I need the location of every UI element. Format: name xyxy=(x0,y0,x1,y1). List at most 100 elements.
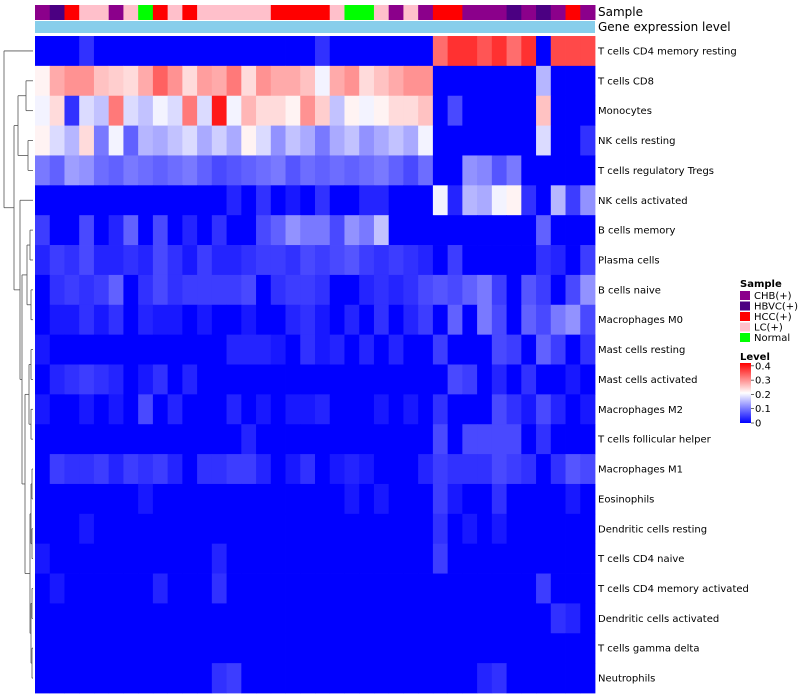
heatmap-cell xyxy=(580,36,596,67)
row-label: B cells memory xyxy=(598,226,675,237)
heatmap-cell xyxy=(300,663,316,694)
heatmap-cell xyxy=(167,543,183,574)
heatmap-cell xyxy=(344,215,360,246)
heatmap-cell xyxy=(403,364,419,395)
heatmap-cell xyxy=(506,155,522,186)
heatmap-cell xyxy=(270,394,286,425)
heatmap-cell xyxy=(49,603,65,634)
sample-annotation-cell xyxy=(285,5,301,20)
heatmap-cell xyxy=(123,364,139,395)
heatmap-cell xyxy=(462,663,478,694)
heatmap-cell xyxy=(152,185,169,216)
heatmap-cell xyxy=(241,454,257,485)
heatmap-cell xyxy=(211,95,227,126)
heatmap-cell xyxy=(418,483,434,515)
heatmap-cell xyxy=(565,573,581,604)
heatmap-cell xyxy=(447,274,463,306)
heatmap-cell xyxy=(462,454,478,485)
heatmap-cell xyxy=(550,304,566,336)
heatmap-cell xyxy=(35,454,51,485)
heatmap-cell xyxy=(270,483,286,515)
heatmap-cell xyxy=(550,483,566,515)
gene-annotation-label: Gene expression level xyxy=(598,20,731,34)
heatmap-cell xyxy=(49,125,65,156)
heatmap-cell xyxy=(226,424,242,455)
heatmap-cell xyxy=(344,304,360,336)
heatmap-cell xyxy=(79,185,95,216)
heatmap-cell xyxy=(565,424,581,455)
heatmap-cell xyxy=(329,603,345,634)
heatmap-cell xyxy=(447,513,463,545)
heatmap-cell xyxy=(256,155,272,186)
heatmap-cell xyxy=(432,513,449,545)
heatmap-cell xyxy=(506,483,522,515)
heatmap-cell xyxy=(256,573,272,604)
sample-legend-title: Sample xyxy=(740,279,782,290)
heatmap-cell xyxy=(64,364,80,395)
heatmap-cell xyxy=(521,394,537,425)
heatmap-cell xyxy=(432,334,449,365)
heatmap-cell xyxy=(211,334,227,365)
heatmap-cell xyxy=(270,185,286,216)
heatmap-cell xyxy=(388,304,404,336)
heatmap-cell xyxy=(64,155,80,186)
heatmap-cell xyxy=(315,454,331,485)
heatmap-cell xyxy=(123,215,139,246)
sample-annotation-cell xyxy=(477,5,493,20)
heatmap-cell xyxy=(491,424,507,455)
heatmap-cell xyxy=(93,334,110,365)
heatmap-cell xyxy=(300,155,316,186)
sample-annotation-label: Sample xyxy=(598,5,643,19)
heatmap-cell xyxy=(79,573,95,604)
heatmap-cell xyxy=(182,633,198,664)
heatmap-cell xyxy=(565,185,581,216)
sample-annotation-cell xyxy=(462,5,478,20)
heatmap-cell xyxy=(93,215,110,246)
heatmap-cell xyxy=(167,65,183,97)
heatmap-cell xyxy=(35,483,51,515)
heatmap-cell xyxy=(123,394,139,425)
heatmap-cell xyxy=(550,155,566,186)
heatmap-cell xyxy=(536,513,552,545)
heatmap-cell xyxy=(79,155,95,186)
heatmap-cell xyxy=(256,663,272,694)
heatmap-cell xyxy=(285,543,301,574)
heatmap-cell xyxy=(138,663,154,694)
heatmap-cell xyxy=(270,543,286,574)
heatmap-cell xyxy=(359,513,375,545)
heatmap-cell xyxy=(359,125,375,156)
heatmap-cell xyxy=(359,573,375,604)
heatmap-cell xyxy=(403,274,419,306)
level-color-bar xyxy=(740,363,751,423)
heatmap-cell xyxy=(79,364,95,395)
heatmap-cell xyxy=(447,65,463,97)
heatmap-cell xyxy=(256,394,272,425)
heatmap-cell xyxy=(226,125,242,156)
heatmap-cell xyxy=(64,394,80,425)
heatmap-cell xyxy=(565,394,581,425)
heatmap-cell xyxy=(477,215,493,246)
heatmap-cell xyxy=(300,334,316,365)
heatmap-cell xyxy=(285,245,301,276)
heatmap-cell xyxy=(315,36,331,67)
heatmap-cell xyxy=(182,483,198,515)
heatmap-cell xyxy=(418,215,434,246)
heatmap-cell xyxy=(462,125,478,156)
heatmap-cell xyxy=(108,394,124,425)
heatmap-cell xyxy=(536,304,552,336)
heatmap-cell xyxy=(344,603,360,634)
heatmap-cell xyxy=(152,543,169,574)
heatmap-cell xyxy=(388,573,404,604)
level-legend-title: Level xyxy=(740,352,770,363)
row-label: Macrophages M2 xyxy=(598,405,683,416)
heatmap-cell xyxy=(138,334,154,365)
heatmap-cell xyxy=(300,394,316,425)
heatmap-cell xyxy=(256,513,272,545)
heatmap-cell xyxy=(418,633,434,664)
heatmap-cell xyxy=(580,483,596,515)
heatmap-cell xyxy=(138,454,154,485)
heatmap-cell xyxy=(138,573,154,604)
heatmap-cell xyxy=(536,155,552,186)
heatmap-cell xyxy=(182,245,198,276)
heatmap-cell xyxy=(182,424,198,455)
